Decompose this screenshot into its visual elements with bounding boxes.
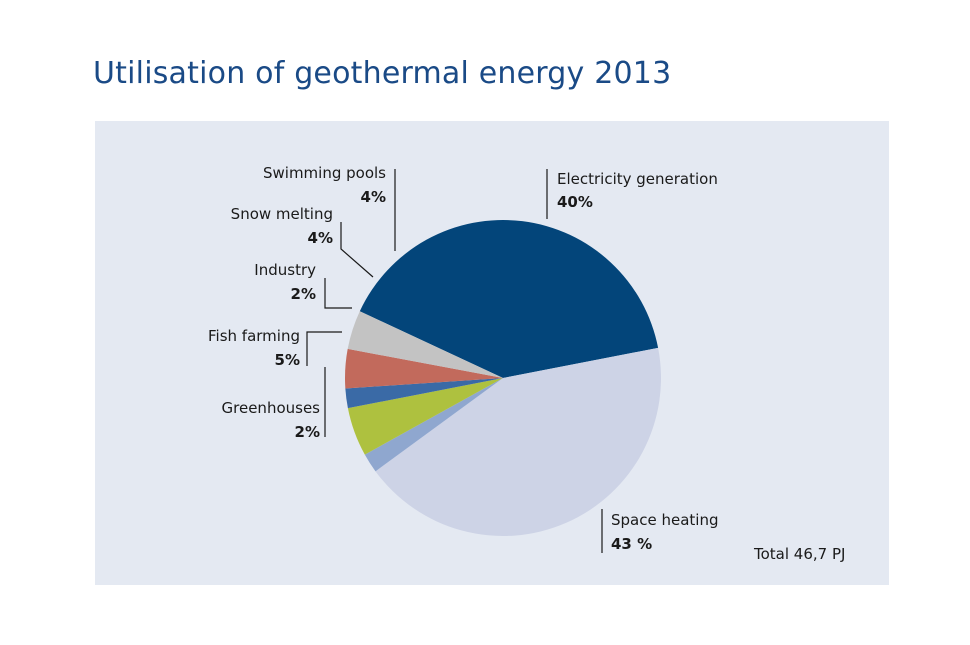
slice-percent-fish-farming: 5% [275,351,300,369]
slice-percent-greenhouses: 2% [295,423,320,441]
pie-slice-snow-melting [345,348,503,389]
slice-label-fish-farming: Fish farming [208,327,300,345]
pie-slice-space-heating [375,347,661,536]
total-label: Total 46,7 PJ [754,545,846,563]
slice-label-snow-melting: Snow melting [231,205,333,223]
pie-slice-fish-farming [347,378,503,455]
slice-label-electricity-generation: Electricity generation [557,170,718,188]
slice-percent-industry: 2% [291,285,316,303]
slice-percent-space-heating: 43 % [611,535,652,553]
pie-labels: Electricity generation 40% Space heating 43… [208,164,718,553]
pie-chart: Electricity generation 40% Space heating 43… [208,164,718,553]
slice-percent-swimming-pools: 4% [361,188,386,206]
leader-line-fish-farming [306,331,342,366]
slice-label-swimming-pools: Swimming pools [263,164,386,182]
chart-title: Utilisation of geothermal energy 2013 [93,56,672,91]
pie-slices [345,220,661,536]
pie-slice-greenhouses [364,378,503,472]
leader-line-industry [324,278,352,309]
slice-percent-snow-melting: 4% [308,229,333,247]
slice-label-greenhouses: Greenhouses [222,399,321,417]
pie-slice-swimming-pools [347,311,503,378]
slice-label-space-heating: Space heating [611,511,718,529]
leader-line-snow-melting [340,222,374,278]
pie-slice-industry [345,378,503,409]
pie-slice-electricity-generation [359,220,659,378]
slice-label-industry: Industry [254,261,316,279]
slice-percent-electricity-generation: 40% [557,193,593,211]
